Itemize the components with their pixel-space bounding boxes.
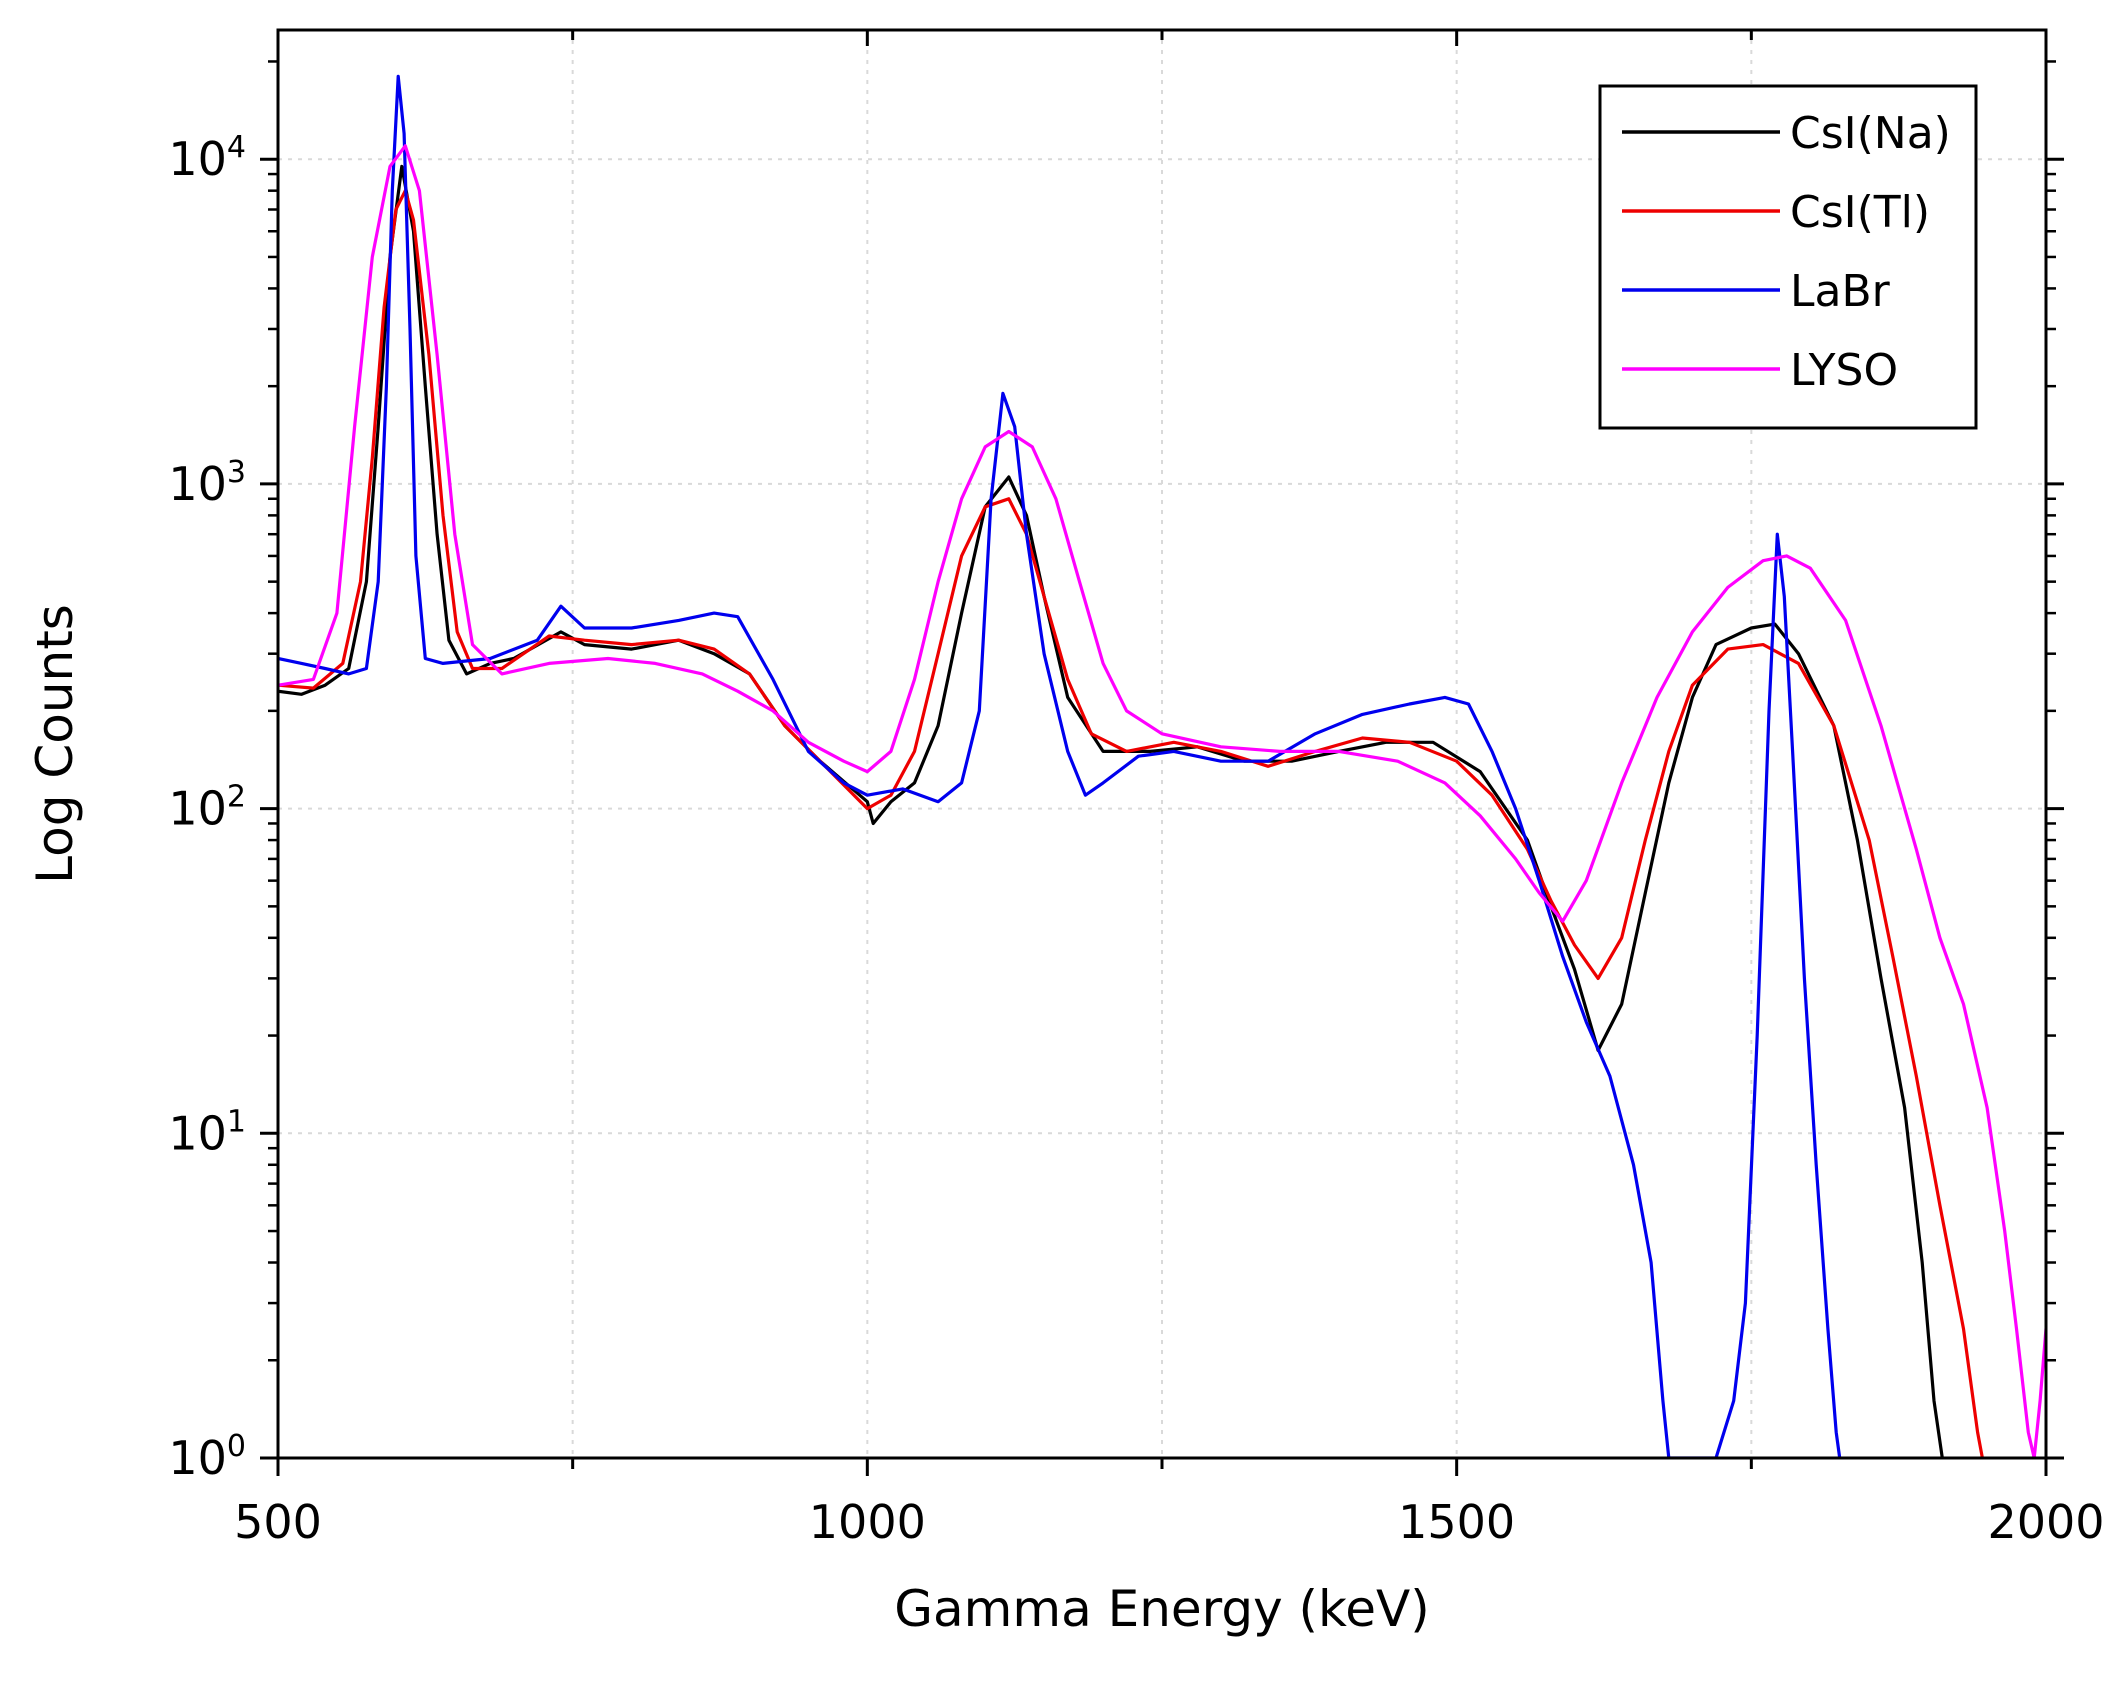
y-tick-label: 104 <box>168 130 246 186</box>
series-layer <box>278 74 2046 1458</box>
x-tick-label: 1500 <box>1398 1495 1515 1549</box>
series-line-csi-na <box>278 164 1944 1458</box>
x-axis-label: Gamma Energy (keV) <box>894 1580 1429 1638</box>
series-line-labr <box>278 74 1842 1458</box>
axis-ticks <box>260 30 2064 1476</box>
y-tick-exponent: 1 <box>227 1104 246 1139</box>
y-tick-base: 10 <box>168 1431 227 1485</box>
y-tick-base: 10 <box>168 782 227 836</box>
y-tick-exponent: 0 <box>227 1429 246 1464</box>
x-tick-label: 2000 <box>1987 1495 2104 1549</box>
y-tick-exponent: 3 <box>227 455 246 490</box>
legend-label: CsI(Tl) <box>1790 187 1930 238</box>
legend-box <box>1598 84 1978 430</box>
y-tick-exponent: 4 <box>227 130 246 165</box>
y-tick-label: 103 <box>168 455 246 511</box>
legend-label: LaBr <box>1790 266 1891 317</box>
y-tick-base: 10 <box>168 1106 227 1160</box>
series-line-csi-tl <box>278 189 1984 1458</box>
legend: CsI(Na) CsI(Tl) LaBr LYSO <box>1598 84 1978 430</box>
y-tick-base: 10 <box>168 132 227 186</box>
legend-label: CsI(Na) <box>1790 108 1951 159</box>
y-tick-label: 100 <box>168 1429 246 1485</box>
x-tick-label: 500 <box>234 1495 322 1549</box>
series-line-lyso <box>278 144 2046 1458</box>
y-tick-exponent: 2 <box>227 780 246 815</box>
legend-label: LYSO <box>1790 345 1898 396</box>
y-tick-label: 102 <box>168 780 246 836</box>
y-tick-label: 101 <box>168 1104 246 1160</box>
x-tick-label: 1000 <box>809 1495 926 1549</box>
y-tick-base: 10 <box>168 457 227 511</box>
y-axis-label: Log Counts <box>26 604 84 884</box>
